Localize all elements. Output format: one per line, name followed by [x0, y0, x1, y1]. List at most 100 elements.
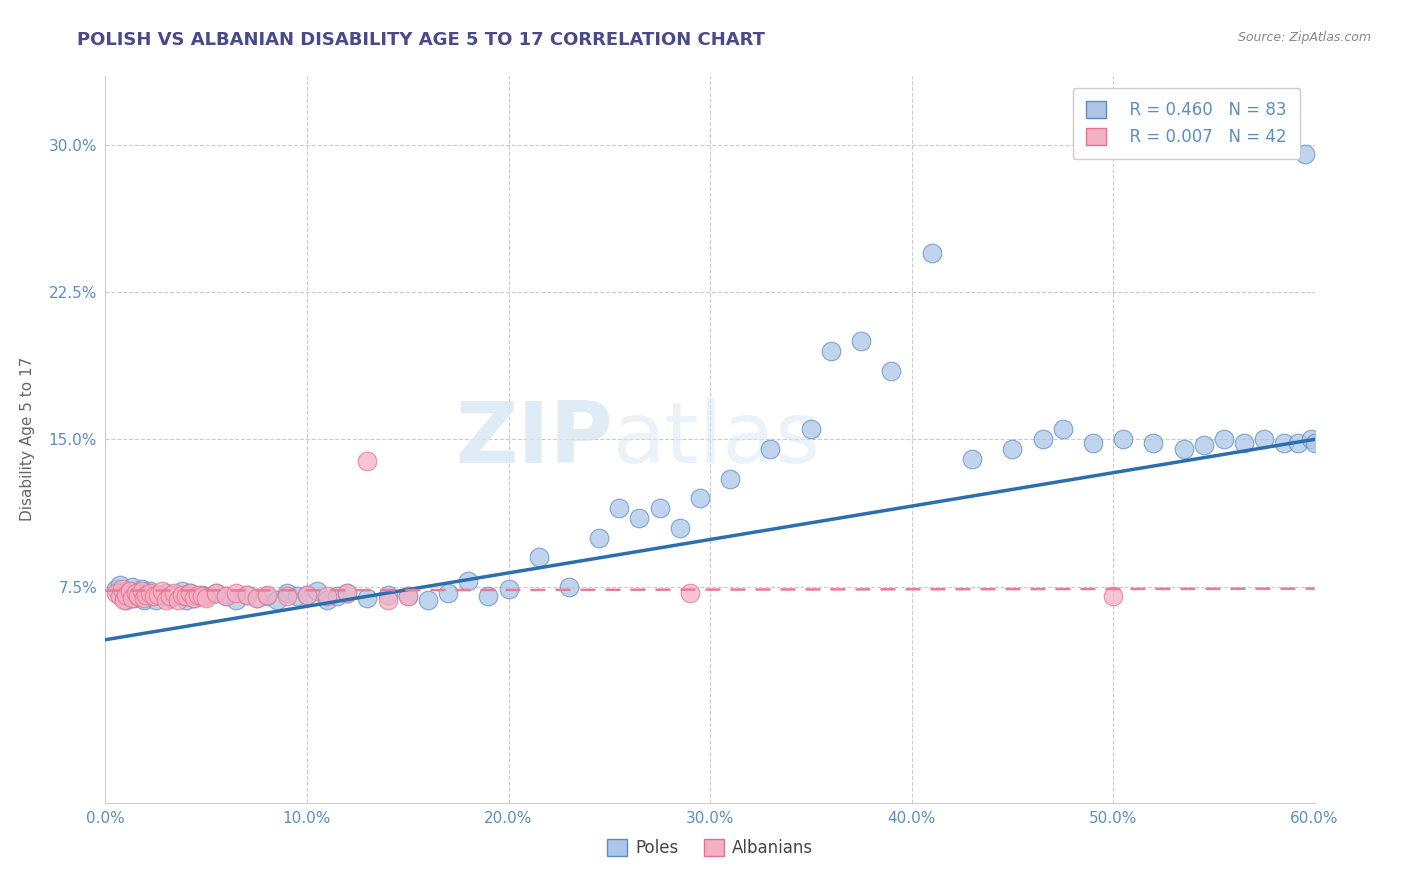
Point [1192, 438, 1215, 452]
Point [135, 585, 157, 599]
Point [141, 590, 163, 604]
Point [114, 588, 136, 602]
Point [718, 472, 741, 486]
Point [131, 582, 153, 596]
Point [1294, 147, 1316, 161]
Point [1274, 436, 1296, 450]
Point [191, 588, 214, 602]
Point [174, 593, 197, 607]
Point [256, 590, 278, 604]
Point [131, 583, 153, 598]
Legend: Poles, Albanians: Poles, Albanians [600, 832, 820, 863]
Point [235, 588, 257, 602]
Point [124, 585, 148, 599]
Point [183, 591, 205, 606]
Point [457, 574, 479, 588]
Point [205, 585, 228, 599]
Point [588, 531, 610, 545]
Point [225, 593, 247, 607]
Point [256, 588, 278, 602]
Point [851, 334, 873, 348]
Point [149, 588, 172, 602]
Point [108, 578, 131, 592]
Point [295, 588, 318, 602]
Point [316, 590, 339, 604]
Point [759, 442, 782, 457]
Text: Source: ZipAtlas.com: Source: ZipAtlas.com [1237, 31, 1371, 45]
Point [1173, 442, 1195, 457]
Point [110, 582, 132, 596]
Point [155, 585, 177, 599]
Point [679, 585, 702, 599]
Point [396, 590, 419, 604]
Point [396, 590, 419, 604]
Point [1102, 590, 1125, 604]
Point [118, 583, 141, 598]
Point [195, 590, 218, 604]
Point [628, 511, 651, 525]
Point [527, 550, 550, 565]
Point [1112, 433, 1135, 447]
Point [1253, 433, 1275, 447]
Point [416, 593, 439, 607]
Point [336, 585, 359, 599]
Point [235, 588, 257, 602]
Point [122, 591, 145, 606]
Point [179, 585, 201, 599]
Point [183, 591, 205, 606]
Point [1081, 436, 1104, 450]
Point [477, 590, 499, 604]
Point [163, 585, 186, 599]
Point [1303, 436, 1326, 450]
Point [215, 590, 238, 604]
Point [127, 590, 149, 604]
Point [191, 590, 214, 604]
Point [266, 593, 288, 607]
Point [307, 583, 329, 598]
Point [295, 588, 318, 602]
Point [800, 422, 823, 436]
Point [246, 591, 269, 606]
Point [187, 590, 209, 604]
Point [167, 588, 190, 602]
Text: atlas: atlas [613, 398, 821, 481]
Point [139, 583, 162, 598]
Point [246, 591, 269, 606]
Point [356, 591, 378, 606]
Point [326, 590, 349, 604]
Point [121, 580, 143, 594]
Point [609, 501, 631, 516]
Point [135, 588, 157, 602]
Point [170, 583, 193, 598]
Point [132, 593, 155, 607]
Point [163, 590, 186, 604]
Point [960, 452, 983, 467]
Point [820, 343, 842, 358]
Point [114, 593, 136, 607]
Point [1052, 422, 1074, 436]
Point [1142, 436, 1164, 450]
Point [1001, 442, 1024, 457]
Point [155, 593, 177, 607]
Point [377, 593, 399, 607]
Point [1213, 433, 1236, 447]
Point [128, 590, 150, 604]
Point [276, 585, 298, 599]
Point [139, 585, 162, 599]
Point [121, 591, 143, 606]
Text: ZIP: ZIP [456, 398, 613, 481]
Point [377, 588, 399, 602]
Point [316, 593, 339, 607]
Point [112, 593, 135, 607]
Y-axis label: Disability Age 5 to 17: Disability Age 5 to 17 [20, 357, 35, 522]
Point [170, 588, 193, 602]
Point [1288, 436, 1310, 450]
Point [104, 585, 127, 599]
Point [558, 580, 581, 594]
Point [437, 585, 460, 599]
Text: POLISH VS ALBANIAN DISABILITY AGE 5 TO 17 CORRELATION CHART: POLISH VS ALBANIAN DISABILITY AGE 5 TO 1… [77, 31, 765, 49]
Point [108, 590, 131, 604]
Point [921, 245, 943, 260]
Point [880, 363, 903, 377]
Point [104, 582, 127, 596]
